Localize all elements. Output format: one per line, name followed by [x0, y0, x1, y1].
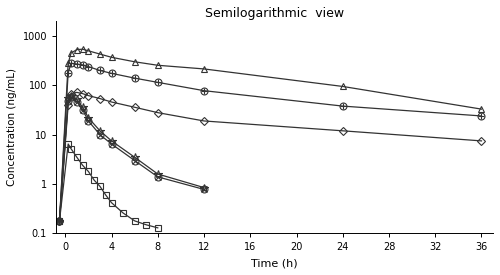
- Title: Semilogarithmic  view: Semilogarithmic view: [205, 7, 344, 20]
- Y-axis label: Concentration (ng/mL): Concentration (ng/mL): [7, 68, 17, 186]
- X-axis label: Time (h): Time (h): [251, 258, 298, 268]
